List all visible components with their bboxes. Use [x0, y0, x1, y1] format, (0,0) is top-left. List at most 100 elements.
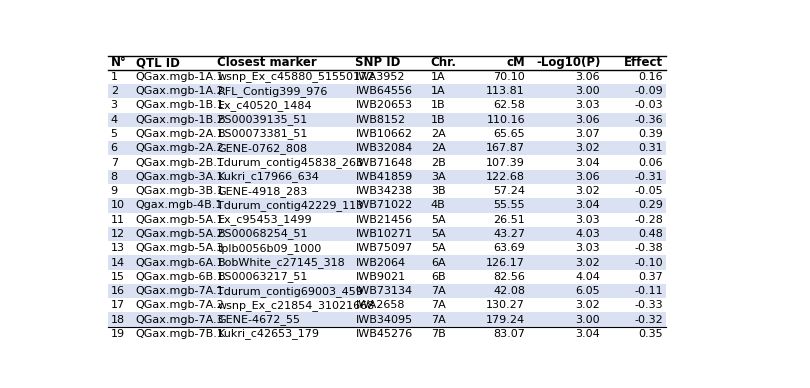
Text: QGax.mgb-7A.2: QGax.mgb-7A.2 [136, 300, 224, 310]
Text: BS00073381_51: BS00073381_51 [217, 128, 308, 140]
Text: cM: cM [506, 56, 525, 69]
Text: -0.28: -0.28 [634, 215, 663, 225]
Text: Tdurum_contig69003_459: Tdurum_contig69003_459 [217, 286, 363, 296]
Bar [108, 184, 666, 198]
Text: 3.03: 3.03 [576, 100, 600, 111]
Text: wsnp_Ex_c21854_31021668: wsnp_Ex_c21854_31021668 [217, 300, 375, 311]
Text: 7: 7 [111, 158, 117, 168]
Bar [108, 270, 666, 284]
Text: 57.24: 57.24 [493, 186, 525, 196]
Text: 16: 16 [111, 286, 125, 296]
Text: QGax.mgb-1A.2: QGax.mgb-1A.2 [136, 86, 224, 96]
Text: GENE-4672_55: GENE-4672_55 [217, 314, 301, 325]
Text: Tdurum_contig45838_263: Tdurum_contig45838_263 [217, 157, 364, 168]
Text: 3.03: 3.03 [576, 243, 600, 253]
Text: QTL ID: QTL ID [136, 56, 180, 69]
Text: 0.29: 0.29 [638, 201, 663, 210]
Bar [108, 255, 666, 270]
Bar [108, 298, 666, 312]
Text: 11: 11 [111, 215, 125, 225]
Text: 130.27: 130.27 [486, 300, 525, 310]
Bar [108, 284, 666, 298]
Text: 7A: 7A [431, 286, 446, 296]
Text: QGax.mgb-6A.1: QGax.mgb-6A.1 [136, 258, 224, 267]
Text: IWB71648: IWB71648 [356, 158, 413, 168]
Text: QGax.mgb-5A.3: QGax.mgb-5A.3 [136, 243, 224, 253]
Bar [108, 170, 666, 184]
Text: IWB10271: IWB10271 [356, 229, 412, 239]
Text: QGax.mgb-6B.1: QGax.mgb-6B.1 [136, 272, 224, 282]
Text: -0.10: -0.10 [634, 258, 663, 267]
Text: 0.48: 0.48 [638, 229, 663, 239]
Text: QGax.mgb-1B.2: QGax.mgb-1B.2 [136, 115, 224, 125]
Text: 3.06: 3.06 [576, 115, 600, 125]
Bar [108, 327, 666, 341]
Text: 4: 4 [111, 115, 117, 125]
Text: 14: 14 [111, 258, 125, 267]
Text: 83.07: 83.07 [493, 329, 525, 339]
Text: 18: 18 [111, 315, 125, 325]
Text: 26.51: 26.51 [493, 215, 525, 225]
Text: Qgax.mgb-4B.1: Qgax.mgb-4B.1 [136, 201, 223, 210]
Text: Kukri_c17966_634: Kukri_c17966_634 [217, 171, 319, 182]
Text: 7A: 7A [431, 315, 446, 325]
Text: 4B: 4B [431, 201, 446, 210]
Text: 2A: 2A [431, 143, 446, 153]
Text: 0.16: 0.16 [638, 72, 663, 82]
Text: QGax.mgb-3B.1: QGax.mgb-3B.1 [136, 186, 224, 196]
Text: 3.03: 3.03 [576, 215, 600, 225]
Text: IWB34095: IWB34095 [356, 315, 412, 325]
Text: 6.05: 6.05 [576, 286, 600, 296]
Text: 6: 6 [111, 143, 117, 153]
Text: Kukri_c42653_179: Kukri_c42653_179 [217, 329, 319, 340]
Text: IWA2658: IWA2658 [356, 300, 405, 310]
Text: 2B: 2B [431, 158, 446, 168]
Text: 6B: 6B [431, 272, 446, 282]
Bar [108, 70, 666, 84]
Text: -0.09: -0.09 [634, 86, 663, 96]
Text: 3.02: 3.02 [576, 143, 600, 153]
Text: Effect: Effect [624, 56, 663, 69]
Text: Ex_c40520_1484: Ex_c40520_1484 [217, 100, 312, 111]
Text: 42.08: 42.08 [493, 286, 525, 296]
Text: 8: 8 [111, 172, 117, 182]
Text: Chr.: Chr. [431, 56, 457, 69]
Text: Tdurum_contig42229_113: Tdurum_contig42229_113 [217, 200, 364, 211]
Text: 3.06: 3.06 [576, 172, 600, 182]
Text: IWB20653: IWB20653 [356, 100, 412, 111]
Text: 107.39: 107.39 [486, 158, 525, 168]
Bar [108, 141, 666, 156]
Text: 3.04: 3.04 [576, 329, 600, 339]
Text: IWB21456: IWB21456 [356, 215, 412, 225]
Text: 17: 17 [111, 300, 125, 310]
Text: QGax.mgb-3A.1: QGax.mgb-3A.1 [136, 172, 224, 182]
Text: 0.31: 0.31 [638, 143, 663, 153]
Text: 1A: 1A [431, 72, 446, 82]
Bar [108, 127, 666, 141]
Text: 6A: 6A [431, 258, 446, 267]
Text: 0.37: 0.37 [638, 272, 663, 282]
Text: 9: 9 [111, 186, 117, 196]
Text: IWB2064: IWB2064 [356, 258, 406, 267]
Text: 62.58: 62.58 [493, 100, 525, 111]
Text: -0.31: -0.31 [634, 172, 663, 182]
Text: wsnp_Ex_c45880_51550172: wsnp_Ex_c45880_51550172 [217, 71, 375, 82]
Text: IWA3952: IWA3952 [356, 72, 405, 82]
Text: 3.04: 3.04 [576, 201, 600, 210]
Text: 82.56: 82.56 [493, 272, 525, 282]
Text: 3.02: 3.02 [576, 300, 600, 310]
Text: -0.05: -0.05 [634, 186, 663, 196]
Bar [108, 156, 666, 170]
Text: 4.03: 4.03 [576, 229, 600, 239]
Text: 113.81: 113.81 [486, 86, 525, 96]
Text: 63.69: 63.69 [493, 243, 525, 253]
Text: 70.10: 70.10 [493, 72, 525, 82]
Text: BobWhite_c27145_318: BobWhite_c27145_318 [217, 257, 345, 268]
Text: RFL_Contig399_976: RFL_Contig399_976 [217, 86, 328, 97]
Text: 19: 19 [111, 329, 125, 339]
Bar [108, 113, 666, 127]
Text: -0.03: -0.03 [634, 100, 663, 111]
Text: 3.00: 3.00 [576, 86, 600, 96]
Bar [108, 84, 666, 98]
Text: BS00063217_51: BS00063217_51 [217, 271, 308, 282]
